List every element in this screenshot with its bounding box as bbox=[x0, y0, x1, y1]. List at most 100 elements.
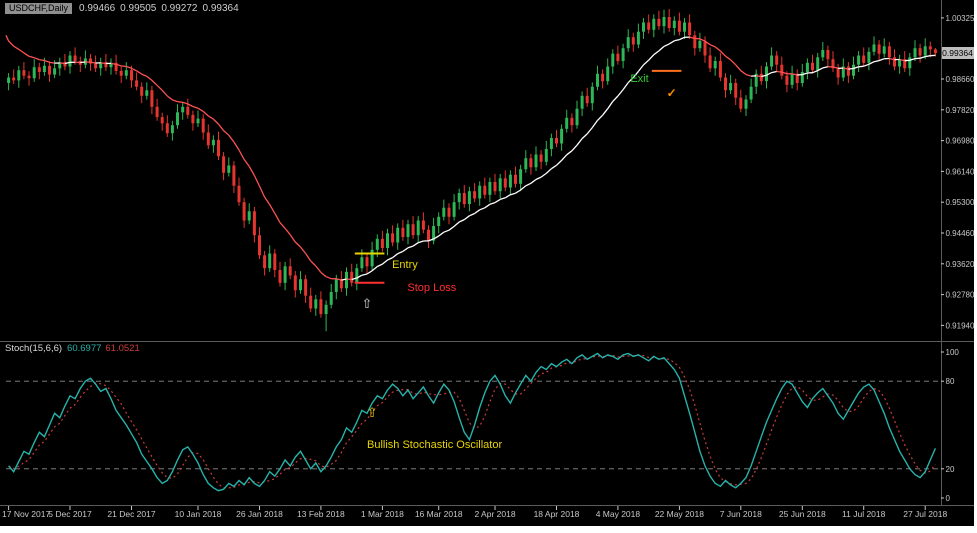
candle-body bbox=[539, 154, 543, 162]
candle-body bbox=[836, 68, 840, 78]
candle-body bbox=[63, 62, 67, 67]
ma-segment bbox=[853, 66, 859, 70]
candle-body bbox=[498, 178, 502, 192]
candle-body bbox=[252, 211, 256, 236]
ma-segment bbox=[233, 141, 240, 151]
candle-body bbox=[160, 117, 164, 124]
candle-body bbox=[196, 118, 200, 124]
candle-body bbox=[176, 112, 179, 126]
ma-segment bbox=[110, 62, 117, 66]
candle-body bbox=[319, 299, 323, 314]
candle-body bbox=[785, 75, 789, 85]
candle-body bbox=[114, 62, 118, 71]
ma-segment bbox=[520, 185, 527, 191]
ma-segment bbox=[791, 73, 798, 76]
ma-segment bbox=[448, 225, 455, 231]
date-axis-label: 25 Jun 2018 bbox=[779, 509, 826, 519]
ma-segment bbox=[346, 278, 352, 281]
candle-body bbox=[575, 108, 579, 126]
candle-body bbox=[140, 86, 144, 96]
exit-check-icon[interactable]: ✓ bbox=[666, 86, 677, 101]
ma-segment bbox=[412, 242, 419, 247]
ma-segment bbox=[161, 89, 168, 97]
exit-label[interactable]: Exit bbox=[630, 73, 649, 86]
ma-segment bbox=[141, 73, 148, 77]
ma-segment bbox=[725, 55, 731, 61]
ma-segment bbox=[433, 235, 440, 240]
candle-body bbox=[867, 51, 871, 63]
symbol-period-label: USDCHF,Daily bbox=[5, 3, 73, 14]
ma-segment bbox=[873, 59, 880, 63]
ma-segment bbox=[863, 63, 870, 67]
stop-loss-label[interactable]: Stop Loss bbox=[407, 281, 457, 294]
ma-segment bbox=[627, 77, 634, 84]
ma-segment bbox=[704, 40, 711, 46]
candle-body bbox=[222, 156, 226, 173]
candle-body bbox=[334, 279, 338, 292]
chart-ohlc-readout: USDCHF,Daily 0.99466 0.99505 0.99272 0.99364 bbox=[5, 3, 244, 14]
candle-body bbox=[7, 77, 11, 83]
ma-segment bbox=[341, 278, 347, 281]
candle-body bbox=[391, 233, 395, 243]
date-axis-label: 16 Mar 2018 bbox=[415, 509, 463, 519]
candle-body bbox=[145, 90, 149, 96]
ma-segment bbox=[510, 192, 516, 196]
ma-segment bbox=[126, 65, 132, 69]
ma-segment bbox=[868, 61, 875, 65]
ohlc-close: 0.99364 bbox=[202, 3, 239, 14]
ma-segment bbox=[443, 229, 450, 233]
candle-body bbox=[795, 73, 799, 83]
ma-segment bbox=[576, 138, 583, 146]
ma-segment bbox=[28, 55, 35, 59]
bullish-stochastic-note[interactable]: Bullish Stochastic Oscillator bbox=[367, 439, 503, 452]
price-axis-label: 0.96980 bbox=[946, 137, 975, 146]
ma-segment bbox=[586, 127, 593, 135]
candle-body bbox=[380, 238, 384, 248]
ma-segment bbox=[310, 260, 317, 267]
candle-body bbox=[437, 216, 441, 226]
candle-body bbox=[718, 61, 722, 78]
ohlc-high: 0.99505 bbox=[120, 3, 157, 14]
candle-body bbox=[631, 37, 635, 45]
ma-segment bbox=[182, 101, 189, 105]
candle-body bbox=[247, 211, 251, 221]
ma-segment bbox=[781, 71, 788, 75]
ma-segment bbox=[59, 62, 65, 65]
candle-body bbox=[590, 86, 594, 104]
ma-segment bbox=[207, 115, 214, 120]
ma-segment bbox=[381, 259, 388, 265]
ma-segment bbox=[351, 277, 357, 281]
ma-segment bbox=[571, 144, 578, 152]
stoch-axis-label: 0 bbox=[946, 494, 951, 503]
candle-body bbox=[555, 138, 558, 144]
candle-body bbox=[503, 178, 507, 188]
ma-segment bbox=[617, 89, 624, 97]
candle-body bbox=[273, 253, 277, 270]
ohlc-low: 0.99272 bbox=[161, 3, 198, 14]
entry-label[interactable]: Entry bbox=[392, 259, 418, 271]
candle-body bbox=[508, 174, 512, 188]
ma-segment bbox=[274, 212, 281, 223]
ma-segment bbox=[438, 231, 445, 237]
price-axis-label: 1.00325 bbox=[946, 14, 975, 23]
candle-body bbox=[626, 37, 630, 49]
candle-body bbox=[596, 73, 599, 87]
candle-body bbox=[181, 106, 185, 113]
candle-body bbox=[662, 17, 666, 27]
ma-segment bbox=[561, 154, 568, 161]
price-axis-label: 0.97820 bbox=[946, 106, 975, 115]
ma-segment bbox=[264, 196, 271, 205]
buy-up-arrow-icon[interactable]: ⇧ bbox=[361, 295, 373, 311]
candle-body bbox=[304, 279, 308, 296]
stoch-up-arrow-icon[interactable]: ⇧ bbox=[366, 404, 378, 420]
candle-body bbox=[923, 46, 927, 56]
candle-body bbox=[104, 62, 108, 68]
stoch-signal-line bbox=[8, 354, 936, 489]
candle-body bbox=[462, 193, 466, 204]
candle-body bbox=[170, 125, 174, 134]
candle-body bbox=[150, 90, 154, 107]
candle-body bbox=[928, 46, 932, 50]
ma-segment bbox=[294, 241, 301, 248]
candle-body bbox=[283, 266, 287, 283]
